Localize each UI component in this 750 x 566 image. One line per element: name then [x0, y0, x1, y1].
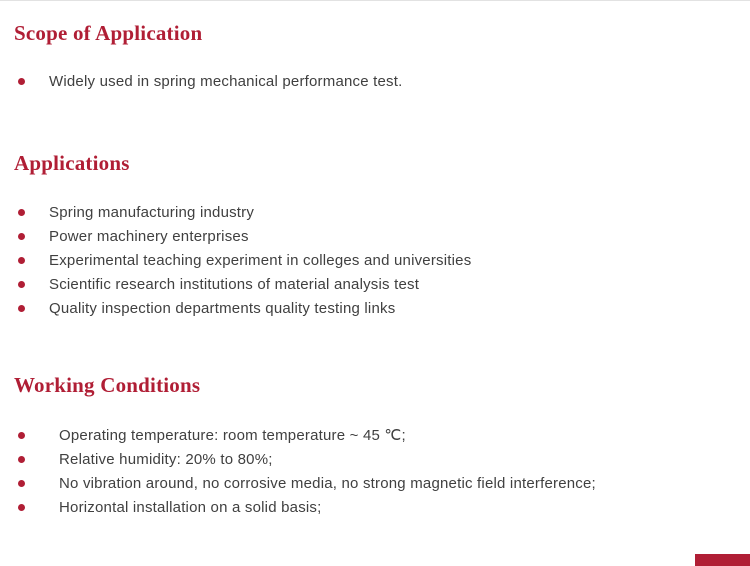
scope-list: Widely used in spring mechanical perform… — [0, 69, 403, 93]
list-item-text: Widely used in spring mechanical perform… — [49, 72, 403, 90]
bullet-icon — [18, 256, 25, 264]
list-item-text: No vibration around, no corrosive media,… — [59, 474, 596, 492]
list-item-text: Quality inspection departments quality t… — [49, 299, 396, 317]
bullet-icon — [18, 455, 25, 463]
bullet-icon — [18, 280, 25, 288]
applications-list: Spring manufacturing industry Power mach… — [0, 200, 471, 320]
list-item: Quality inspection departments quality t… — [0, 296, 471, 320]
section-heading-scope-of-application: Scope of Application — [14, 21, 203, 45]
list-item-text: Power machinery enterprises — [49, 227, 249, 245]
list-item: Scientific research institutions of mate… — [0, 272, 471, 296]
list-item: Widely used in spring mechanical perform… — [0, 69, 403, 93]
top-divider — [0, 0, 750, 1]
list-item-text: Horizontal installation on a solid basis… — [59, 498, 322, 516]
list-item-text: Experimental teaching experiment in coll… — [49, 251, 472, 269]
list-item: Operating temperature: room temperature … — [0, 423, 596, 447]
working-conditions-list: Operating temperature: room temperature … — [0, 423, 596, 519]
section-heading-applications: Applications — [14, 151, 130, 175]
list-item: Spring manufacturing industry — [0, 200, 471, 224]
bullet-icon — [18, 208, 25, 216]
bullet-icon — [18, 304, 25, 312]
bullet-icon — [18, 479, 25, 487]
list-item: Relative humidity: 20% to 80%; — [0, 447, 596, 471]
list-item: Power machinery enterprises — [0, 224, 471, 248]
list-item: No vibration around, no corrosive media,… — [0, 471, 596, 495]
bullet-icon — [18, 503, 25, 511]
list-item-text: Relative humidity: 20% to 80%; — [59, 450, 273, 468]
list-item-text: Scientific research institutions of mate… — [49, 275, 420, 293]
bullet-icon — [18, 431, 25, 439]
bullet-icon — [18, 77, 25, 85]
red-accent-bar — [695, 554, 750, 566]
list-item-text: Operating temperature: room temperature … — [59, 427, 406, 444]
list-item-text: Spring manufacturing industry — [49, 203, 255, 221]
bullet-icon — [18, 232, 25, 240]
list-item: Experimental teaching experiment in coll… — [0, 248, 471, 272]
section-heading-working-conditions: Working Conditions — [14, 373, 201, 397]
list-item: Horizontal installation on a solid basis… — [0, 495, 596, 519]
